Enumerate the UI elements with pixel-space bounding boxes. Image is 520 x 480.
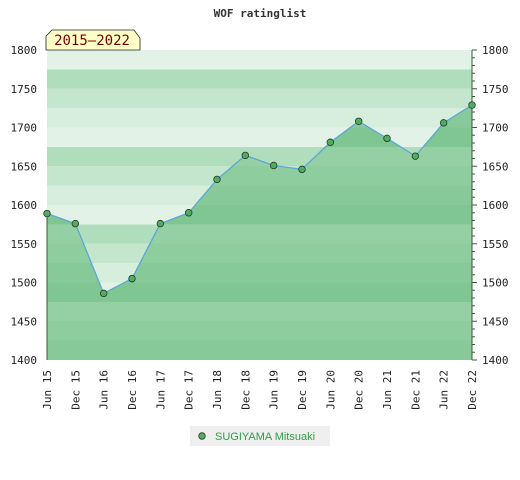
data-point bbox=[354, 117, 363, 125]
x-tick-label: Dec 22 bbox=[466, 370, 479, 410]
x-tick-label: Dec 19 bbox=[296, 370, 309, 410]
legend-label: SUGIYAMA Mitsuaki bbox=[215, 431, 315, 443]
x-axis-labels: Jun 15 Dec 15 Jun 16 Dec 16 Jun 17 Dec 17 Jun … bbox=[41, 370, 479, 410]
badge-text: 2015–2022 bbox=[54, 33, 130, 49]
data-point bbox=[383, 134, 391, 143]
area-stripe bbox=[47, 263, 472, 283]
y-tick-label-right: 1750 bbox=[482, 83, 509, 96]
x-tick-label: Dec 16 bbox=[126, 370, 139, 410]
area-stripe bbox=[47, 321, 472, 341]
y-tick-label-left: 1600 bbox=[11, 199, 38, 212]
y-tick-label-right: 1800 bbox=[482, 44, 509, 57]
band bbox=[47, 69, 472, 89]
legend-marker bbox=[198, 432, 206, 440]
x-tick-label: Dec 21 bbox=[409, 370, 422, 410]
chart-title: WOF ratinglist bbox=[214, 7, 307, 20]
legend-box bbox=[190, 426, 330, 446]
y-tick-label-right: 1600 bbox=[482, 199, 509, 212]
data-point bbox=[269, 161, 278, 170]
x-tick-label: Jun 22 bbox=[438, 370, 451, 410]
data-point bbox=[468, 101, 476, 109]
band bbox=[47, 108, 472, 128]
x-tick-label: Dec 18 bbox=[239, 370, 252, 410]
y-tick-label-right: 1700 bbox=[482, 122, 509, 135]
area-stripe bbox=[47, 282, 472, 302]
area-stripe bbox=[47, 340, 472, 360]
data-point bbox=[99, 289, 108, 298]
x-tick-label: Jun 19 bbox=[268, 370, 281, 410]
y-tick-label-left: 1450 bbox=[11, 315, 38, 328]
y-tick-label-right: 1400 bbox=[482, 354, 509, 367]
date-range-badge: 2015–2022 bbox=[45, 29, 141, 51]
x-tick-label: Jun 15 bbox=[41, 370, 54, 410]
data-point bbox=[326, 138, 335, 146]
y-tick-label-left: 1800 bbox=[11, 44, 38, 57]
y-tick-label-left: 1550 bbox=[11, 238, 38, 251]
y-tick-label-left: 1400 bbox=[11, 354, 38, 367]
series-line bbox=[46, 104, 473, 295]
data-point bbox=[411, 152, 420, 160]
x-tick-label: Jun 16 bbox=[98, 370, 111, 410]
y-tick-label-left: 1500 bbox=[11, 277, 38, 290]
x-tick-label: Jun 20 bbox=[324, 370, 337, 410]
data-point bbox=[156, 219, 165, 228]
area-stripe bbox=[47, 301, 472, 322]
x-tick-label: Jun 18 bbox=[211, 370, 224, 410]
band bbox=[47, 127, 472, 147]
x-tick-label: Dec 15 bbox=[69, 370, 82, 410]
legend: SUGIYAMA Mitsuaki bbox=[190, 426, 330, 446]
data-point bbox=[241, 151, 250, 160]
y-tick-label-left: 1750 bbox=[11, 83, 38, 96]
area-stripe bbox=[47, 243, 472, 264]
data-point bbox=[71, 219, 80, 228]
band bbox=[47, 88, 472, 109]
data-point bbox=[439, 119, 448, 127]
y-tick-label-right: 1450 bbox=[482, 315, 509, 328]
badge-shape bbox=[45, 29, 141, 51]
y-ticks-right: 1400 1450 1500 1550 1600 1650 1700 1750 1800 bbox=[472, 44, 509, 367]
data-point bbox=[128, 274, 136, 283]
x-tick-label: Jun 21 bbox=[381, 370, 394, 410]
x-tick-label: Dec 20 bbox=[353, 370, 366, 410]
data-point bbox=[43, 209, 51, 218]
y-tick-label-left: 1650 bbox=[11, 160, 38, 173]
y-tick-label-right: 1550 bbox=[482, 238, 509, 251]
y-tick-label-left: 1700 bbox=[11, 122, 38, 135]
data-point bbox=[184, 209, 193, 217]
band bbox=[47, 50, 472, 70]
y-tick-label-right: 1500 bbox=[482, 277, 509, 290]
y-ticks-left: 1400 1450 1500 1550 1600 1650 1700 1750 1800 bbox=[11, 44, 38, 367]
x-tick-label: Jun 17 bbox=[154, 370, 167, 410]
y-tick-label-right: 1650 bbox=[482, 160, 509, 173]
series-markers bbox=[43, 101, 476, 298]
data-point bbox=[213, 175, 221, 184]
data-point bbox=[298, 165, 306, 174]
x-tick-label: Dec 17 bbox=[183, 370, 196, 410]
